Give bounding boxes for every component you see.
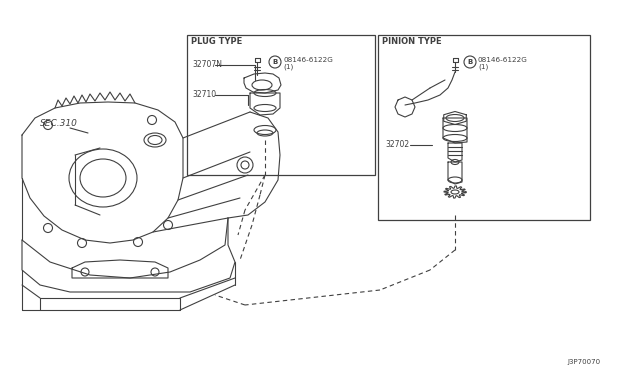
Text: 08146-6122G
(1): 08146-6122G (1) xyxy=(478,57,528,71)
Text: 08146-6122G
(1): 08146-6122G (1) xyxy=(283,57,333,71)
Text: 32710: 32710 xyxy=(192,90,216,99)
Text: PLUG TYPE: PLUG TYPE xyxy=(191,37,243,46)
Text: PINION TYPE: PINION TYPE xyxy=(382,37,442,46)
Text: SEC.310: SEC.310 xyxy=(40,119,78,128)
Text: 32707N: 32707N xyxy=(192,60,222,69)
Text: J3P70070: J3P70070 xyxy=(567,359,600,365)
Text: B: B xyxy=(273,59,278,65)
Bar xyxy=(378,35,590,220)
Text: B: B xyxy=(467,59,472,65)
Text: 32702: 32702 xyxy=(385,140,409,149)
Bar xyxy=(187,35,375,175)
